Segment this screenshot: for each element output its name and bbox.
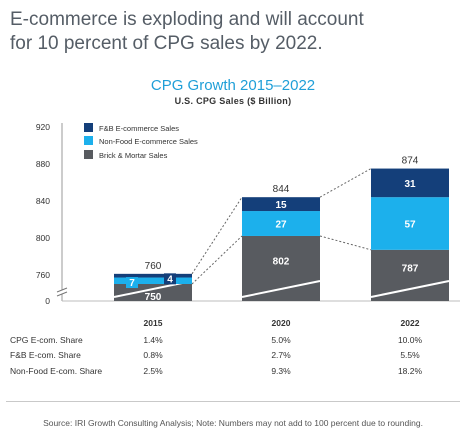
- source-note: Source: IRI Growth Consulting Analysis; …: [43, 418, 423, 428]
- table-cell: 10.0%: [398, 335, 423, 345]
- bar-segment-brick-mortar: [242, 235, 320, 301]
- x-tick-label: 2015: [144, 318, 163, 328]
- data-label-fb: 4: [167, 274, 173, 285]
- y-tick-label: 0: [45, 296, 50, 306]
- bar-segment-nonfood: [371, 197, 449, 250]
- y-tick-label: 800: [36, 233, 50, 243]
- stacked-bar-chart: 0 760 800 840 880 920 F&B E-commerce Sales Non-…: [10, 122, 460, 376]
- table-row-label: CPG E-com. Share: [10, 335, 83, 345]
- bar-segment-nonfood: [242, 211, 320, 236]
- table-cell: 0.8%: [143, 350, 163, 360]
- growth-connector-top: [319, 168, 372, 198]
- table-row-label: F&B E-com. Share: [10, 350, 81, 360]
- growth-connector-bottom: [191, 235, 243, 285]
- legend-label: F&B E-commerce Sales: [99, 124, 179, 133]
- data-label-nonfood: 7: [129, 278, 135, 289]
- bar-segment-nonfood: [114, 277, 192, 284]
- source-divider: [6, 401, 460, 402]
- bar-segment-fb: [371, 168, 449, 198]
- table-cell: 2.5%: [143, 366, 163, 376]
- table-cell: 2.7%: [271, 350, 291, 360]
- table-cell: 1.4%: [143, 335, 163, 345]
- data-label-nonfood: 57: [404, 220, 416, 231]
- axis-break-mark: [56, 291, 68, 297]
- legend-label: Non-Food E-commerce Sales: [99, 137, 198, 146]
- legend-swatch: [84, 150, 93, 159]
- table-row-label: Non-Food E-com. Share: [10, 366, 102, 376]
- headline: E-commerce is exploding and will account…: [10, 8, 450, 56]
- legend-label: Brick & Mortar Sales: [99, 151, 168, 160]
- growth-connector-top: [191, 196, 243, 275]
- data-label-fb: 15: [275, 200, 287, 211]
- data-label-fb: 31: [404, 179, 416, 190]
- y-tick-label: 880: [36, 159, 50, 169]
- y-tick-label: 920: [36, 122, 50, 132]
- data-label-brick-mortar: 750: [145, 292, 162, 303]
- headline-line-1: E-commerce is exploding and will account: [10, 9, 364, 30]
- data-label-nonfood: 27: [275, 220, 287, 231]
- chart-title: CPG Growth 2015–2022: [150, 77, 316, 94]
- data-label-brick-mortar: 802: [273, 256, 290, 267]
- x-tick-label: 2020: [272, 318, 291, 328]
- table-cell: 9.3%: [271, 366, 291, 376]
- bar-segment-fb: [242, 197, 320, 212]
- x-tick-label: 2022: [401, 318, 420, 328]
- bar-break-slash: [370, 280, 450, 298]
- y-tick-label: 840: [36, 196, 50, 206]
- total-label: 844: [273, 184, 290, 195]
- table-cell: 5.5%: [400, 350, 420, 360]
- bar-break-slash: [241, 280, 321, 298]
- table-cell: 5.0%: [271, 335, 291, 345]
- bar-segment-brick-mortar: [114, 284, 192, 301]
- data-label-box-nonfood: [126, 277, 138, 289]
- growth-connector-bottom: [319, 235, 372, 251]
- data-label-brick-mortar: 787: [402, 263, 419, 274]
- table-cell: 18.2%: [398, 366, 423, 376]
- headline-line-2: for 10 percent of CPG sales by 2022.: [10, 33, 323, 54]
- total-label: 760: [145, 261, 162, 272]
- y-tick-label: 760: [36, 270, 50, 280]
- legend-swatch: [84, 123, 93, 132]
- data-label-box-fb: [164, 273, 176, 285]
- legend-swatch: [84, 136, 93, 145]
- bar-segment-fb: [114, 273, 192, 278]
- total-label: 874: [402, 156, 419, 167]
- chart-subtitle: U.S. CPG Sales ($ Billion): [174, 96, 292, 106]
- bar-segment-brick-mortar: [371, 249, 449, 301]
- axis-break-mark: [56, 287, 68, 293]
